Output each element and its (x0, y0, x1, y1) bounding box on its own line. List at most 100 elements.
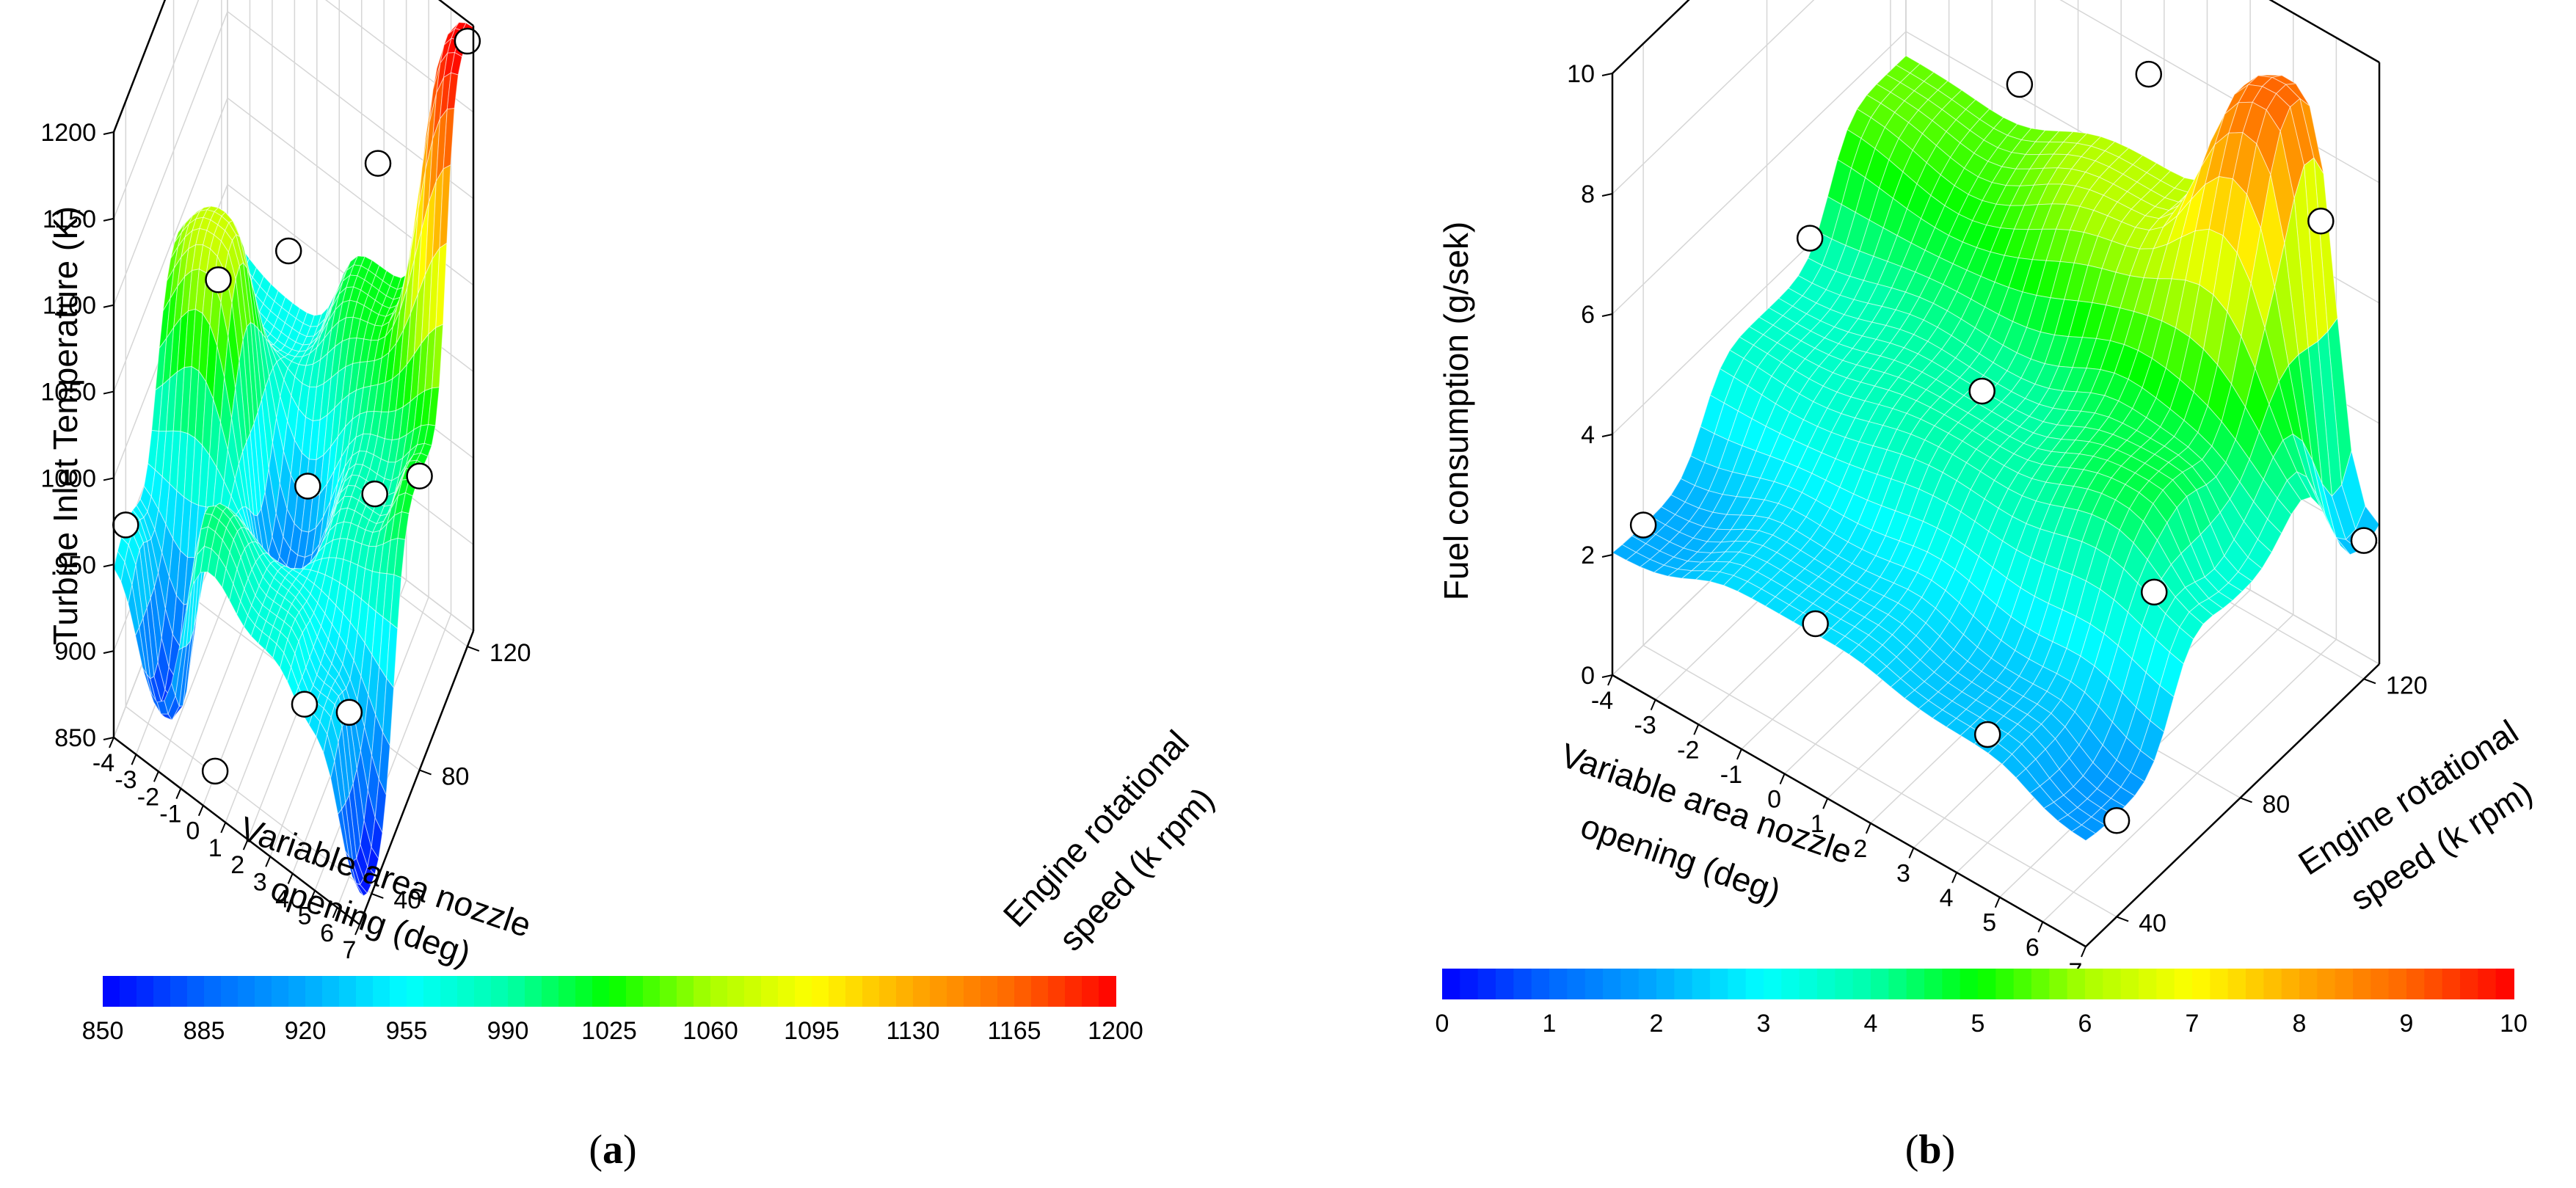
panel-b-colorbar-segment (2317, 969, 2336, 999)
panel-b-colorbar-ticks: 0 1 2 3 4 5 6 7 8 9 10 (1436, 1010, 2528, 1038)
panel-a-colorbar-segment (272, 976, 289, 1007)
panel-b-x-tick-label: 3 (1896, 859, 1910, 887)
panel-b-data-marker (1968, 377, 1995, 405)
panel-b-caption: (b) (1905, 1127, 1955, 1173)
panel-a-colorbar-segment (373, 976, 390, 1007)
panel-a-x-tick-label: 4 (275, 885, 289, 913)
panel-b-colorbar-segment (1567, 969, 1586, 999)
panel-a-x-tick-label: 3 (253, 868, 267, 896)
panel-a-z-tick (103, 390, 114, 395)
panel-b-y-tick (2363, 678, 2376, 685)
panel-b-z-axis-label: Fuel consumption (g/sek) (1437, 222, 1475, 600)
panel-b-data-marker (2103, 807, 2131, 834)
panel-a-colorbar-segment (1048, 976, 1066, 1007)
panel-a-x-tick (332, 907, 338, 919)
panel-a-z-tick-label: 1200 (40, 119, 96, 147)
panel-b-colorbar-tick-label: 2 (1650, 1010, 1664, 1038)
panel-a-x-tick (242, 839, 249, 850)
panel-a-data-marker (364, 150, 392, 177)
panel-b-z-tick-label: 0 (1581, 662, 1595, 690)
panel-b-x-tick (1693, 724, 1700, 735)
panel-b-x-tick (1865, 823, 1871, 834)
panel-a-colorbar-segment (575, 976, 593, 1007)
panel-b-x-tick (2081, 946, 2086, 958)
panel-a-colorbar-tick-label: 1165 (987, 1017, 1041, 1045)
panel-b-colorbar-segment (1764, 969, 1783, 999)
panel-a-caption: (a) (589, 1127, 636, 1173)
panel-a-colorbar-segment (559, 976, 576, 1007)
panel-a-colorbar-ticks: 850 885 920 955 990 1025 1060 1095 1130 1165 1200 (82, 1017, 1143, 1045)
panel-a-z-tick (103, 477, 114, 481)
panel-b-data-marker (1796, 225, 1824, 252)
panel-a-y-floor-gridline (125, 706, 372, 894)
panel-a-colorbar-segment (221, 976, 239, 1007)
panel-a-colorbar-segment (694, 976, 711, 1007)
panel-a-x-tick (265, 856, 272, 867)
panel-a-x-tick-label: -2 (137, 783, 159, 811)
panel-a-z-tick-label: 1100 (43, 292, 96, 320)
panel-a-colorbar-tick-label: 1130 (886, 1017, 939, 1045)
panel-a-x-tick (131, 754, 137, 765)
panel-a-data-marker (291, 690, 319, 718)
panel-b-colorbar-segment (2353, 969, 2372, 999)
panel-a-ticks: 85090095010001050110011501200-4-3-2-1012… (40, 119, 531, 964)
panel-a-axis-edge (358, 630, 475, 925)
panel-b-colorbar-segment (1531, 969, 1550, 999)
panel-b-colorbar-segment (1477, 969, 1496, 999)
panel-a-y-tick (467, 646, 480, 652)
panel-a-colorbar-segment (643, 976, 661, 1007)
panel-a: 85090095010001050110011501200-4-3-2-1012… (40, 0, 1221, 1173)
panel-b-colorbar-segment (2442, 969, 2461, 999)
panel-b-colorbar-segment (1852, 969, 1871, 999)
panel-b-x-tick-label: -2 (1677, 736, 1699, 764)
panel-b-colorbar-segment (1835, 969, 1854, 999)
panel-b-z-tick-label: 2 (1581, 542, 1595, 569)
panel-b-x-tick (1607, 674, 1613, 686)
panel-a-colorbar-segment (778, 976, 796, 1007)
panel-a-colorbar-segment (339, 976, 357, 1007)
panel-a-x-tick-label: -4 (92, 749, 114, 777)
panel-a-x-tick (287, 873, 294, 884)
panel-b-colorbar-segment (2424, 969, 2443, 999)
panel-a-y-tick-label: 40 (393, 886, 421, 914)
panel-a-z-tick (103, 737, 114, 740)
panel-a-colorbar-segment (390, 976, 407, 1007)
panel-a-x-tick-label: 2 (230, 851, 244, 879)
panel-a-surface-patch (352, 877, 364, 897)
panel-b-colorbar-tick-label: 7 (2186, 1010, 2200, 1038)
panel-a-z-tick-label: 1050 (40, 379, 96, 407)
panel-b-y-tick (2116, 916, 2129, 922)
panel-a-x-tick-label: 7 (343, 936, 357, 964)
panel-b-z-tick-label: 10 (1567, 60, 1595, 88)
panel-b-colorbar (1442, 969, 2514, 999)
panel-a-colorbar-segment (423, 976, 441, 1007)
panel-a-x-tick (354, 924, 360, 936)
panel-b-colorbar-segment (1781, 969, 1800, 999)
panel-b-colorbar-segment (2460, 969, 2479, 999)
panel-a-z-tick (103, 564, 114, 568)
panel-a-colorbar-segment (862, 976, 880, 1007)
panel-b-data-marker (1973, 721, 2001, 748)
panel-a-colorbar-tick-label: 920 (285, 1017, 327, 1045)
panel-b-colorbar-segment (1584, 969, 1604, 999)
panel-b-z-tick (1601, 434, 1613, 437)
panel-a-colorbar-segment (930, 976, 947, 1007)
panel-a-colorbar-segment (153, 976, 171, 1007)
panel-b-axis-edge (2268, 0, 2380, 64)
panel-b-x-tick-label: 2 (1853, 835, 1867, 863)
panel-a-data-marker (406, 462, 433, 490)
panel-b-x-tick-label: -4 (1591, 687, 1613, 715)
panel-a-colorbar-segment (474, 976, 492, 1007)
panel-a-colorbar-segment (542, 976, 559, 1007)
panel-b-y-tick-label: 80 (2263, 790, 2291, 818)
panel-a-colorbar-segment (204, 976, 222, 1007)
panel-a-colorbar-segment (710, 976, 728, 1007)
panel-b-x-tick-label: -1 (1720, 761, 1742, 789)
panel-b-x-tick-label: -3 (1634, 712, 1656, 740)
panel-b-colorbar-segment (2192, 969, 2211, 999)
panel-a-colorbar-segment (525, 976, 542, 1007)
panel-a-y-tick (371, 892, 384, 899)
panel-b-data-marker (1802, 610, 1829, 638)
panel-b-colorbar-segment (2210, 969, 2229, 999)
panel-a-colorbar-segment (947, 976, 964, 1007)
